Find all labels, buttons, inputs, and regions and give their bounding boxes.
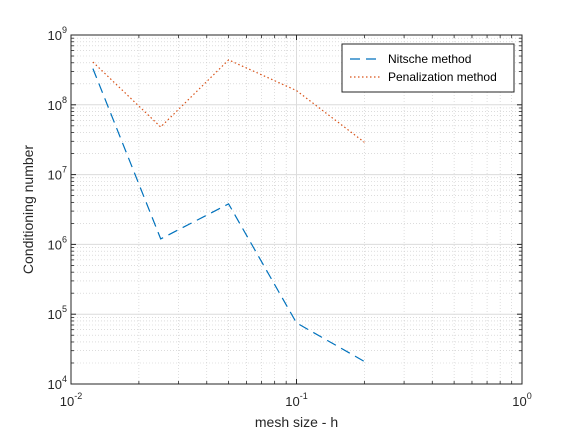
y-tick-label: 104: [48, 374, 67, 392]
tick-base: 10: [48, 237, 62, 252]
tick-base: 10: [60, 394, 74, 409]
tick-base: 10: [285, 394, 299, 409]
tick-exponent: 7: [62, 165, 67, 175]
y-tick-label: 107: [48, 165, 67, 183]
tick-exponent: 6: [62, 234, 67, 244]
y-axis-label: Conditioning number: [20, 145, 36, 275]
x-axis-label: mesh size - h: [255, 414, 338, 430]
tick-base: 10: [48, 377, 62, 392]
tick-exponent: 4: [62, 374, 67, 384]
x-tick-label: 10-1: [285, 391, 307, 409]
x-tick-labels: 10-2 10-1 100: [60, 391, 532, 409]
series-line-1: [92, 68, 365, 363]
tick-base: 10: [512, 394, 526, 409]
legend: Nitsche method Penalization method: [341, 43, 515, 93]
tick-base: 10: [48, 307, 62, 322]
tick-exponent: 5: [62, 304, 67, 314]
legend-label-1: Nitsche method: [388, 52, 471, 66]
x-tick-label: 100: [512, 391, 531, 409]
legend-box: [341, 43, 515, 93]
legend-label-2: Penalization method: [388, 70, 497, 84]
series-line-2: [92, 59, 365, 143]
y-tick-label: 105: [48, 304, 67, 322]
tick-exponent: -1: [300, 391, 308, 401]
tick-exponent: 9: [62, 25, 67, 35]
tick-exponent: -2: [74, 391, 82, 401]
x-tick-label: 10-2: [60, 391, 82, 409]
series-lines: [92, 59, 365, 363]
y-tick-label: 109: [48, 25, 67, 43]
tick-exponent: 0: [527, 391, 532, 401]
y-tick-label: 108: [48, 95, 67, 113]
tick-marks: [70, 34, 523, 385]
tick-base: 10: [48, 28, 62, 43]
y-tick-label: 106: [48, 234, 67, 252]
tick-exponent: 8: [62, 95, 67, 105]
tick-base: 10: [48, 98, 62, 113]
tick-base: 10: [48, 168, 62, 183]
